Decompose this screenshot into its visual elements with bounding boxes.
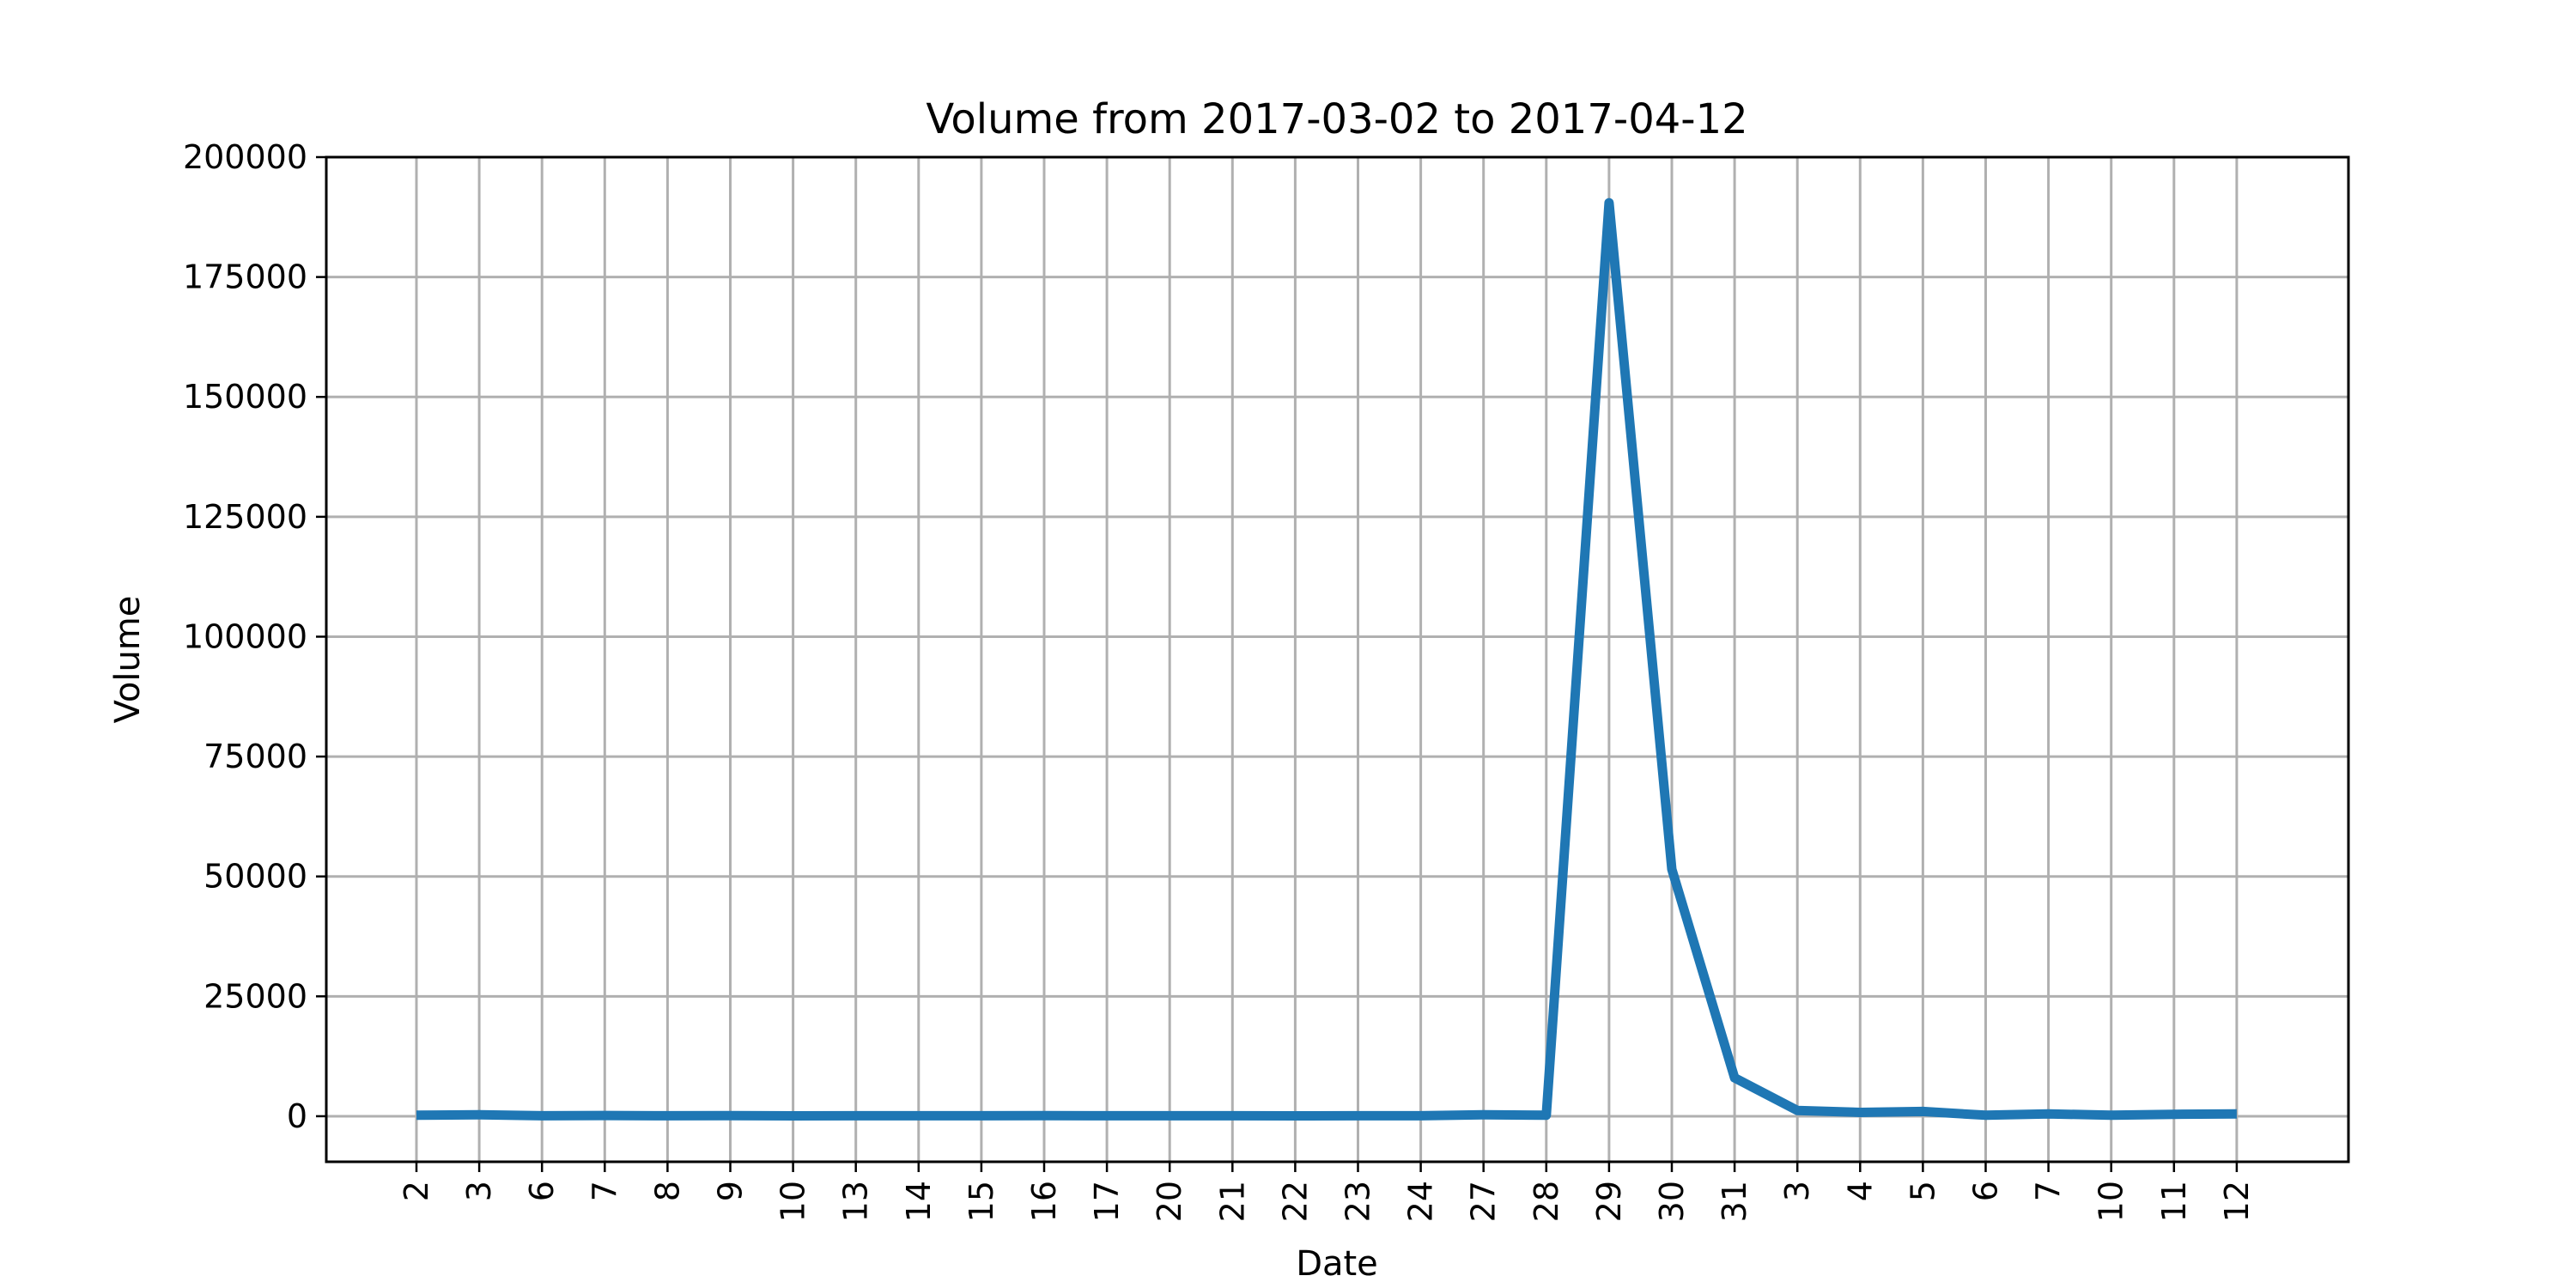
x-tick-label: 7	[586, 1181, 623, 1201]
x-tick-label: 20	[1151, 1181, 1188, 1222]
chart-title: Volume from 2017-03-02 to 2017-04-12	[926, 95, 1747, 143]
x-tick-label: 15	[963, 1181, 1000, 1222]
y-tick-label: 75000	[204, 738, 307, 775]
x-tick-label: 9	[712, 1181, 750, 1201]
x-tick-label: 5	[1904, 1181, 1941, 1201]
x-tick-label: 3	[460, 1181, 498, 1201]
series-line	[416, 197, 2237, 1121]
x-tick-label: 3	[1778, 1181, 1816, 1201]
y-tick-label: 150000	[183, 378, 307, 416]
y-tick-label: 25000	[204, 977, 307, 1015]
x-axis-label: Date	[1296, 1244, 1378, 1284]
x-tick-label: 30	[1653, 1181, 1691, 1222]
x-tick-label: 6	[1967, 1181, 2005, 1201]
y-tick-label: 50000	[204, 858, 307, 896]
x-tick-label: 14	[900, 1181, 938, 1222]
x-tick-label: 29	[1590, 1181, 1628, 1222]
x-tick-label: 8	[648, 1181, 686, 1201]
series-layer	[416, 197, 2237, 1121]
x-tick-label: 12	[2218, 1181, 2256, 1222]
x-tick-label: 22	[1276, 1181, 1314, 1222]
y-axis-label: Volume	[108, 596, 148, 724]
x-tick-label: 17	[1088, 1181, 1126, 1222]
x-tick-label: 4	[1841, 1181, 1879, 1201]
x-tick-label: 7	[2030, 1181, 2068, 1201]
x-tick-label: 27	[1465, 1181, 1503, 1222]
x-tick-label: 6	[523, 1181, 561, 1201]
x-tick-label: 10	[2093, 1181, 2130, 1222]
x-tick-label: 11	[2155, 1181, 2193, 1222]
y-tick-label: 200000	[183, 138, 307, 176]
plot-frame	[325, 155, 2350, 1163]
x-tick-label: 10	[775, 1181, 812, 1222]
x-tick-label: 31	[1716, 1181, 1753, 1222]
x-tick-label: 13	[837, 1181, 875, 1222]
grid	[326, 155, 2348, 1162]
y-tick-label: 0	[287, 1097, 307, 1135]
y-tick-label: 175000	[183, 258, 307, 296]
x-tick-label: 28	[1528, 1181, 1565, 1222]
x-tick-label: 16	[1025, 1181, 1063, 1222]
y-axis: 0 25000 50000 75000 100000 125000 150000 175000…	[183, 138, 326, 1135]
y-tick-label: 100000	[183, 617, 307, 655]
y-tick-label: 125000	[183, 498, 307, 536]
x-tick-label: 24	[1402, 1181, 1440, 1222]
x-axis: 2 3 6 7 8 9 10 13 14 15 16 17 20 21 22 23 24 27 28 29 30 31 3 4…	[398, 1162, 2256, 1222]
x-tick-label: 2	[398, 1181, 435, 1201]
x-tick-label: 21	[1213, 1181, 1251, 1222]
x-tick-label: 23	[1340, 1181, 1377, 1222]
